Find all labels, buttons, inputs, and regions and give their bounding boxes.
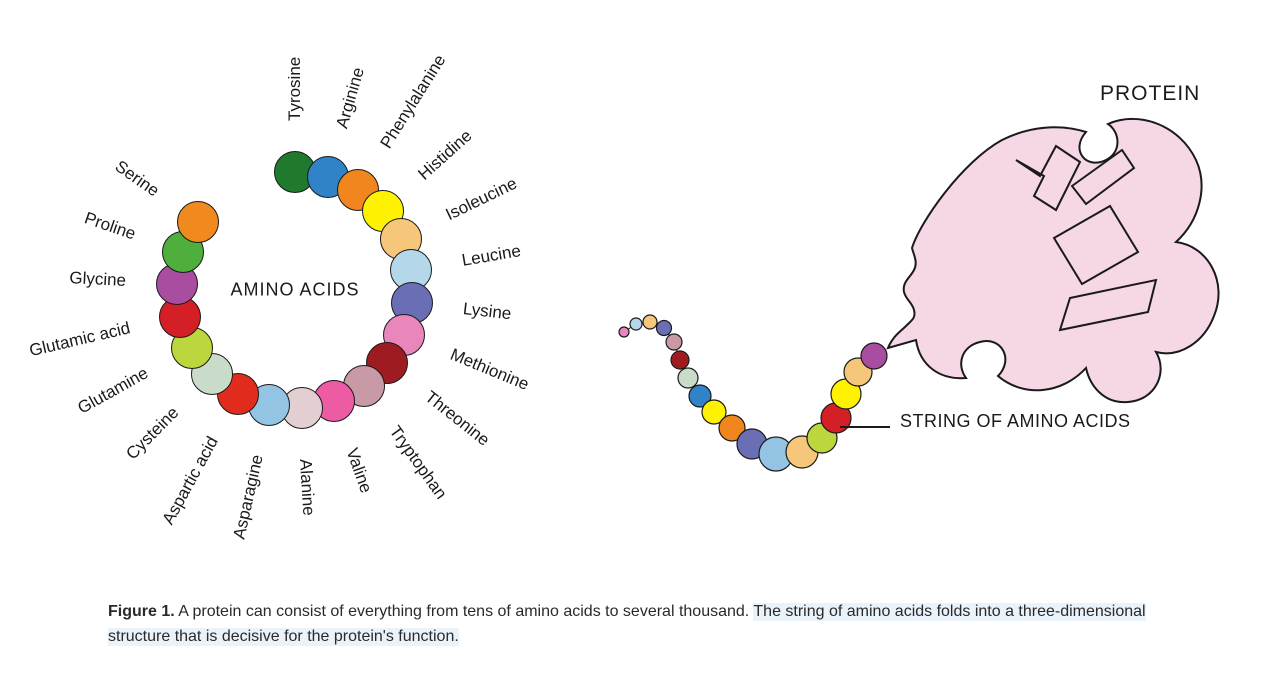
amino-acid-label: Aspartic acid	[158, 433, 222, 528]
chain-bead	[807, 423, 837, 453]
chain-bead	[671, 351, 689, 369]
amino-acid-label: Histidine	[414, 126, 476, 184]
amino-acid-label: Arginine	[332, 65, 368, 130]
amino-acid-label: Tyrosine	[285, 57, 305, 121]
amino-acid-label: Valine	[342, 446, 376, 496]
amino-acid-label: Cysteine	[122, 403, 183, 464]
chain-bead	[759, 437, 793, 471]
protein-label: PROTEIN	[1100, 82, 1200, 106]
chain-bead	[678, 368, 698, 388]
amino-acid-label: Lysine	[462, 299, 512, 324]
chain-bead	[666, 334, 682, 350]
chain-bead	[844, 358, 872, 386]
string-of-amino-acids-label: STRING OF AMINO ACIDS	[900, 411, 1131, 432]
amino-acid-label: Methionine	[447, 345, 532, 395]
amino-acids-center-label: AMINO ACIDS	[230, 280, 359, 301]
amino-acid-label: Glutamine	[75, 364, 152, 419]
amino-acid-node	[177, 201, 219, 243]
protein-beta-sheets	[1016, 146, 1156, 330]
protein-ribbon	[888, 119, 1219, 402]
chain-bead	[619, 327, 629, 337]
amino-acid-label: Phenylalanine	[376, 51, 450, 152]
amino-acid-label: Isoleucine	[443, 174, 521, 225]
chain-bead	[831, 379, 861, 409]
amino-acid-label: Serine	[111, 157, 163, 202]
amino-acid-label: Alanine	[295, 458, 318, 516]
chain-bead	[786, 436, 818, 468]
figure-caption: Figure 1. A protein can consist of every…	[108, 600, 1172, 650]
amino-acid-chain	[619, 315, 887, 471]
amino-acid-label: Proline	[82, 208, 139, 244]
amino-acid-label: Glutamic acid	[28, 319, 133, 362]
chain-bead	[702, 400, 726, 424]
amino-acid-label: Asparagine	[229, 453, 267, 541]
chain-bead	[719, 415, 745, 441]
chain-bead	[689, 385, 711, 407]
chain-bead	[861, 343, 887, 369]
amino-acid-label: Glycine	[69, 269, 127, 292]
chain-bead	[737, 429, 767, 459]
caption-prefix: Figure 1.	[108, 603, 175, 620]
chain-bead	[643, 315, 657, 329]
chain-bead	[630, 318, 642, 330]
chain-bead	[821, 403, 851, 433]
caption-body: A protein can consist of everything from…	[175, 603, 754, 620]
amino-acid-label: Tryptophan	[385, 422, 451, 503]
amino-acid-label: Leucine	[460, 241, 522, 271]
amino-acid-label: Threonine	[421, 387, 493, 450]
chain-bead	[657, 321, 672, 336]
